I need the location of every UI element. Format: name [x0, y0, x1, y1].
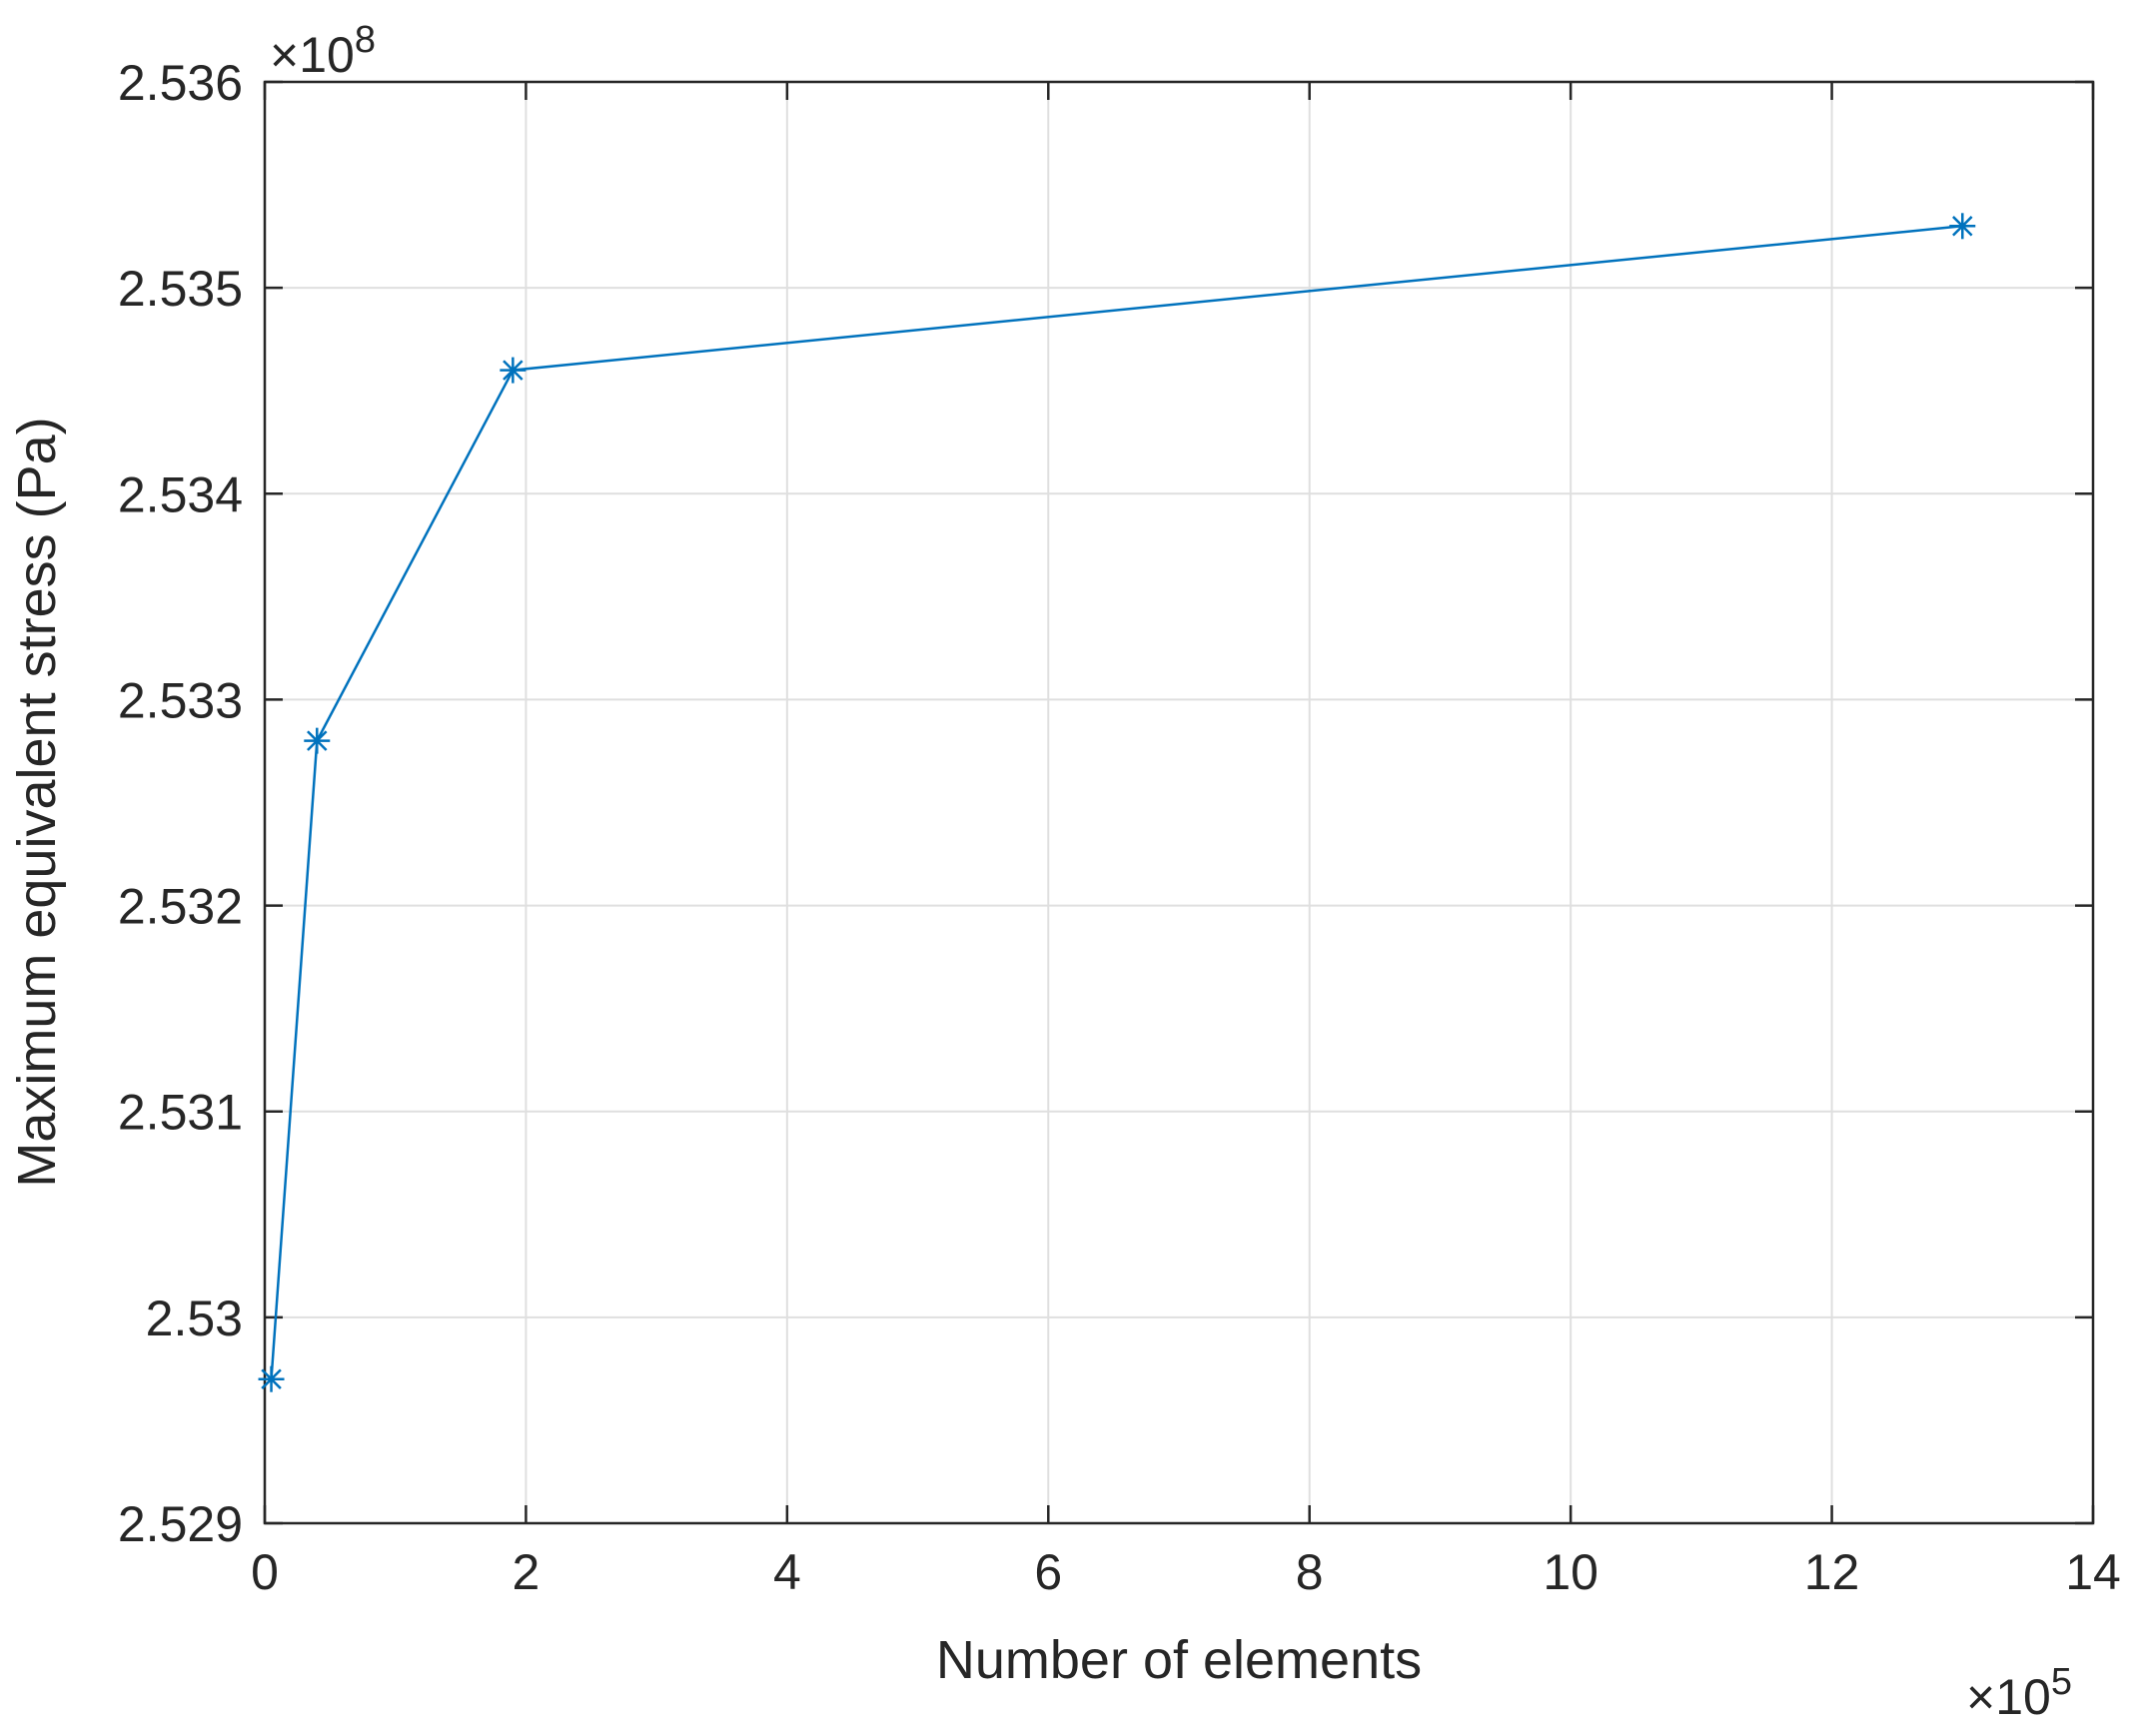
x-tick-label: 10: [1543, 1544, 1599, 1600]
y-tick-label: 2.53: [146, 1291, 243, 1346]
x-tick-label: 4: [773, 1544, 801, 1600]
y-tick-label: 2.535: [118, 261, 243, 317]
axes-box: [263, 80, 2095, 1525]
y-tick-label: 2.533: [118, 672, 243, 728]
x-tick-label: 12: [1804, 1544, 1860, 1600]
y-multiplier-prefix: ×10: [270, 27, 355, 83]
y-tick-label: 2.534: [118, 466, 243, 522]
x-axis-multiplier: ×105: [1966, 1661, 2072, 1725]
y-axis-label: Maximum equivalent stress (Pa): [7, 417, 67, 1187]
y-multiplier-exponent: 8: [355, 19, 376, 61]
data-point-asterisk: [304, 727, 331, 754]
y-tick-label: 2.536: [118, 55, 243, 111]
series: [258, 213, 1976, 1392]
y-axis-multiplier: ×108: [270, 19, 376, 83]
plot-area: [265, 82, 2093, 1523]
tick-labels: 0 2 4 6 8 10 12 14 2.529 2.53 2.531 2.532 2.533 2.534…: [118, 55, 2121, 1600]
x-tick-label: 2: [513, 1544, 540, 1600]
data-point-asterisk: [500, 357, 527, 384]
x-tick-label: 8: [1296, 1544, 1324, 1600]
x-tick-label: 6: [1034, 1544, 1062, 1600]
grid: [264, 81, 2094, 1524]
x-multiplier-prefix: ×10: [1966, 1669, 2051, 1725]
x-multiplier-exponent: 5: [2051, 1661, 2072, 1703]
series-line: [270, 225, 1963, 1379]
y-tick-label: 2.529: [118, 1496, 243, 1552]
y-tick-label: 2.531: [118, 1085, 243, 1141]
data-point-asterisk: [258, 1365, 285, 1392]
y-tick-label: 2.532: [118, 879, 243, 935]
x-tick-label: 0: [251, 1544, 279, 1600]
data-point-asterisk: [1949, 213, 1976, 240]
x-tick-label: 14: [2065, 1544, 2121, 1600]
x-axis-label: Number of elements: [936, 1630, 1422, 1690]
